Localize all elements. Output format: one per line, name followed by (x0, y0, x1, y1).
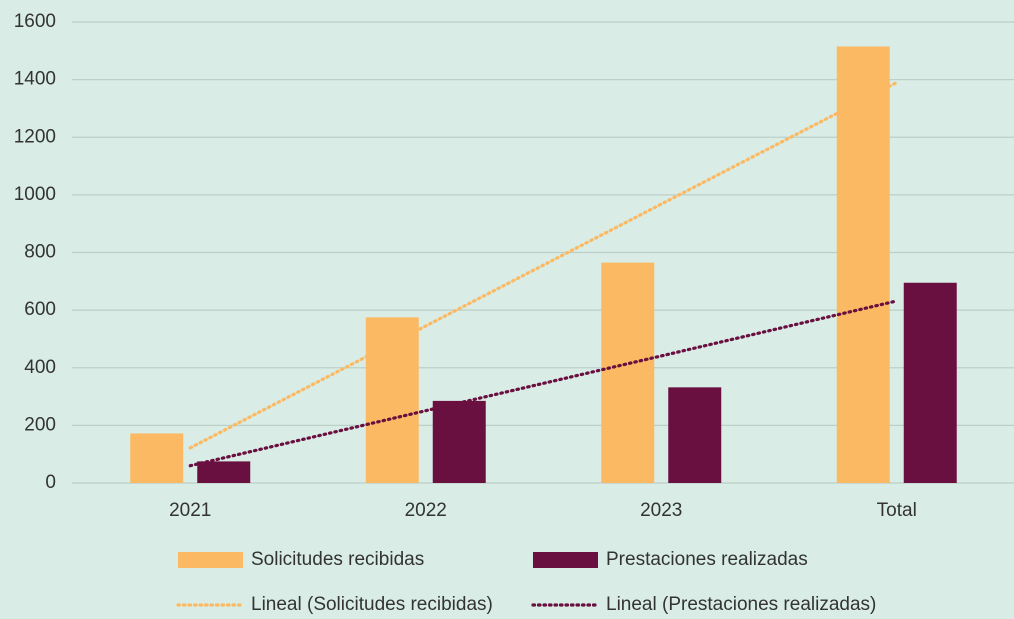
bar (130, 433, 184, 483)
y-tick-label: 400 (24, 357, 56, 378)
x-tick-label: 2022 (405, 500, 447, 521)
x-tick-label: 2021 (169, 500, 211, 521)
legend-label: Lineal (Solicitudes recibidas) (251, 594, 493, 615)
bar (601, 262, 655, 483)
bar (432, 400, 486, 483)
bar (668, 387, 722, 483)
x-tick-label: 2023 (640, 500, 682, 521)
legend-swatch (178, 552, 243, 568)
legend-label: Lineal (Prestaciones realizadas) (606, 594, 876, 615)
y-tick-label: 1000 (14, 184, 56, 205)
y-tick-label: 1400 (14, 69, 56, 90)
y-tick-label: 1600 (14, 11, 56, 32)
legend-swatch (533, 552, 598, 568)
legend-label: Prestaciones realizadas (606, 549, 808, 570)
legend-label: Solicitudes recibidas (251, 549, 424, 570)
y-tick-label: 0 (45, 472, 56, 493)
bar (197, 461, 251, 483)
y-tick-label: 600 (24, 299, 56, 320)
bar (903, 282, 957, 483)
y-tick-label: 800 (24, 242, 56, 263)
y-tick-label: 200 (24, 414, 56, 435)
bar (836, 46, 890, 483)
x-tick-label: Total (877, 500, 917, 521)
trend-line (188, 80, 899, 450)
trend-line (188, 299, 899, 468)
y-tick-label: 1200 (14, 126, 56, 147)
